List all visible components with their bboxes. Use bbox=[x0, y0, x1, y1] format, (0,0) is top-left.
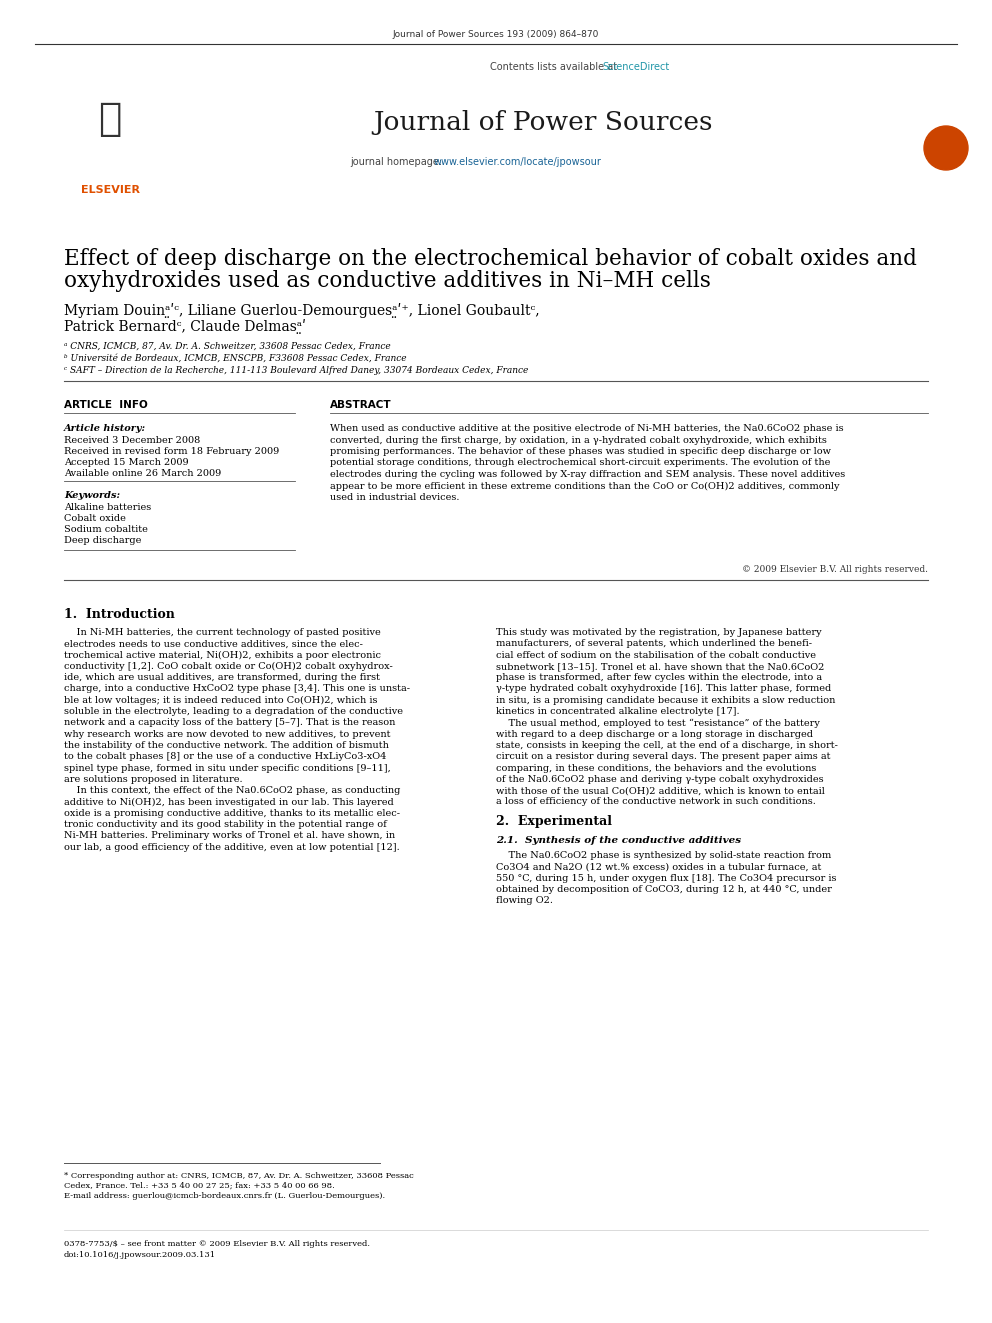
Text: why research works are now devoted to new additives, to prevent: why research works are now devoted to ne… bbox=[64, 730, 391, 738]
Text: Deep discharge: Deep discharge bbox=[64, 536, 142, 545]
Text: are solutions proposed in literature.: are solutions proposed in literature. bbox=[64, 775, 243, 785]
Text: cial effect of sodium on the stabilisation of the cobalt conductive: cial effect of sodium on the stabilisati… bbox=[496, 651, 816, 660]
Text: in situ, is a promising candidate because it exhibits a slow reduction: in situ, is a promising candidate becaus… bbox=[496, 696, 835, 705]
Text: 🌳: 🌳 bbox=[98, 101, 122, 138]
Text: ble at low voltages; it is indeed reduced into Co(OH)2, which is: ble at low voltages; it is indeed reduce… bbox=[64, 696, 378, 705]
Text: comparing, in these conditions, the behaviors and the evolutions: comparing, in these conditions, the beha… bbox=[496, 763, 816, 773]
Text: doi:10.1016/j.jpowsour.2009.03.131: doi:10.1016/j.jpowsour.2009.03.131 bbox=[64, 1252, 216, 1259]
Text: electrodes during the cycling was followed by X-ray diffraction and SEM analysis: electrodes during the cycling was follow… bbox=[330, 470, 845, 479]
Text: soluble in the electrolyte, leading to a degradation of the conductive: soluble in the electrolyte, leading to a… bbox=[64, 706, 403, 716]
Text: Article history:: Article history: bbox=[64, 423, 146, 433]
Text: state, consists in keeping the cell, at the end of a discharge, in short-: state, consists in keeping the cell, at … bbox=[496, 741, 838, 750]
Text: Received in revised form 18 February 2009: Received in revised form 18 February 200… bbox=[64, 447, 280, 456]
Text: converted, during the first charge, by oxidation, in a γ-hydrated cobalt oxyhydr: converted, during the first charge, by o… bbox=[330, 435, 827, 445]
Text: E-mail address: guerlou@icmcb-bordeaux.cnrs.fr (L. Guerlou-Demourgues).: E-mail address: guerlou@icmcb-bordeaux.c… bbox=[64, 1192, 385, 1200]
Text: Accepted 15 March 2009: Accepted 15 March 2009 bbox=[64, 458, 188, 467]
Text: a loss of efficiency of the conductive network in such conditions.: a loss of efficiency of the conductive n… bbox=[496, 798, 815, 807]
Text: our lab, a good efficiency of the additive, even at low potential [12].: our lab, a good efficiency of the additi… bbox=[64, 843, 400, 852]
Text: Alkaline batteries: Alkaline batteries bbox=[64, 503, 151, 512]
Text: with those of the usual Co(OH)2 additive, which is known to entail: with those of the usual Co(OH)2 additive… bbox=[496, 786, 825, 795]
Text: SOURCES: SOURCES bbox=[921, 83, 972, 94]
Text: spinel type phase, formed in situ under specific conditions [9–11],: spinel type phase, formed in situ under … bbox=[64, 763, 391, 773]
Text: charge, into a conductive HxCoO2 type phase [3,4]. This one is unsta-: charge, into a conductive HxCoO2 type ph… bbox=[64, 684, 410, 693]
Text: manufacturers, of several patents, which underlined the benefi-: manufacturers, of several patents, which… bbox=[496, 639, 812, 648]
Text: ide, which are usual additives, are transformed, during the first: ide, which are usual additives, are tran… bbox=[64, 673, 380, 683]
Text: Keywords:: Keywords: bbox=[64, 491, 120, 500]
Text: obtained by decomposition of CoCO3, during 12 h, at 440 °C, under: obtained by decomposition of CoCO3, duri… bbox=[496, 885, 832, 894]
Text: ARTICLE  INFO: ARTICLE INFO bbox=[64, 400, 148, 410]
Text: network and a capacity loss of the battery [5–7]. That is the reason: network and a capacity loss of the batte… bbox=[64, 718, 396, 728]
Text: ᵃ CNRS, ICMCB, 87, Av. Dr. A. Schweitzer, 33608 Pessac Cedex, France: ᵃ CNRS, ICMCB, 87, Av. Dr. A. Schweitzer… bbox=[64, 343, 391, 351]
Text: Patrick Bernardᶜ, Claude Delmasᵃ̤ʹ: Patrick Bernardᶜ, Claude Delmasᵃ̤ʹ bbox=[64, 319, 306, 333]
Text: © 2009 Elsevier B.V. All rights reserved.: © 2009 Elsevier B.V. All rights reserved… bbox=[742, 565, 928, 574]
Text: kinetics in concentrated alkaline electrolyte [17].: kinetics in concentrated alkaline electr… bbox=[496, 706, 740, 716]
Text: subnetwork [13–15]. Tronel et al. have shown that the Na0.6CoO2: subnetwork [13–15]. Tronel et al. have s… bbox=[496, 662, 824, 671]
Text: 1.  Introduction: 1. Introduction bbox=[64, 609, 175, 620]
Text: ABSTRACT: ABSTRACT bbox=[330, 400, 392, 410]
Text: Co3O4 and Na2O (12 wt.% excess) oxides in a tubular furnace, at: Co3O4 and Na2O (12 wt.% excess) oxides i… bbox=[496, 863, 821, 872]
Text: oxide is a promising conductive additive, thanks to its metallic elec-: oxide is a promising conductive additive… bbox=[64, 808, 400, 818]
Text: Sodium cobaltite: Sodium cobaltite bbox=[64, 525, 148, 534]
Text: potential storage conditions, through electrochemical short-circuit experiments.: potential storage conditions, through el… bbox=[330, 459, 830, 467]
Text: Contents lists available at: Contents lists available at bbox=[490, 62, 620, 71]
Text: * Corresponding author at: CNRS, ICMCB, 87, Av. Dr. A. Schweitzer, 33608 Pessac: * Corresponding author at: CNRS, ICMCB, … bbox=[64, 1172, 414, 1180]
Text: used in industrial devices.: used in industrial devices. bbox=[330, 493, 459, 501]
Text: Journal of Power Sources 193 (2009) 864–870: Journal of Power Sources 193 (2009) 864–… bbox=[393, 30, 599, 38]
Text: ScienceDirect: ScienceDirect bbox=[602, 62, 670, 71]
Text: circuit on a resistor during several days. The present paper aims at: circuit on a resistor during several day… bbox=[496, 753, 830, 761]
Text: Myriam Douinᵃ̤ʹᶜ, Liliane Guerlou-Demourguesᵃ̤ʹ⁺, Lionel Goubaultᶜ,: Myriam Douinᵃ̤ʹᶜ, Liliane Guerlou-Demour… bbox=[64, 303, 540, 318]
Text: the instability of the conductive network. The addition of bismuth: the instability of the conductive networ… bbox=[64, 741, 389, 750]
Text: 2.1.  Synthesis of the conductive additives: 2.1. Synthesis of the conductive additiv… bbox=[496, 836, 741, 845]
Text: Cobalt oxide: Cobalt oxide bbox=[64, 515, 126, 523]
Text: tronic conductivity and its good stability in the potential range of: tronic conductivity and its good stabili… bbox=[64, 820, 387, 830]
Text: ᵇ Université de Bordeaux, ICMCB, ENSCPB, F33608 Pessac Cedex, France: ᵇ Université de Bordeaux, ICMCB, ENSCPB,… bbox=[64, 355, 407, 363]
Text: γ-type hydrated cobalt oxyhydroxide [16]. This latter phase, formed: γ-type hydrated cobalt oxyhydroxide [16]… bbox=[496, 684, 831, 693]
Circle shape bbox=[924, 126, 968, 169]
Text: Ni-MH batteries. Preliminary works of Tronel et al. have shown, in: Ni-MH batteries. Preliminary works of Tr… bbox=[64, 831, 395, 840]
Text: journal homepage:: journal homepage: bbox=[350, 157, 445, 167]
Text: 0378-7753/$ – see front matter © 2009 Elsevier B.V. All rights reserved.: 0378-7753/$ – see front matter © 2009 El… bbox=[64, 1240, 370, 1248]
Text: electrodes needs to use conductive additives, since the elec-: electrodes needs to use conductive addit… bbox=[64, 639, 363, 648]
Text: flowing O2.: flowing O2. bbox=[496, 896, 553, 905]
Text: with regard to a deep discharge or a long storage in discharged: with regard to a deep discharge or a lon… bbox=[496, 730, 813, 738]
Text: Cedex, France. Tel.: +33 5 40 00 27 25; fax: +33 5 40 00 66 98.: Cedex, France. Tel.: +33 5 40 00 27 25; … bbox=[64, 1181, 334, 1189]
Text: POWER: POWER bbox=[926, 71, 966, 82]
Text: Received 3 December 2008: Received 3 December 2008 bbox=[64, 437, 200, 445]
Text: appear to be more efficient in these extreme conditions than the CoO or Co(OH)2 : appear to be more efficient in these ext… bbox=[330, 482, 839, 491]
Text: conductivity [1,2]. CoO cobalt oxide or Co(OH)2 cobalt oxyhydrox-: conductivity [1,2]. CoO cobalt oxide or … bbox=[64, 662, 393, 671]
Text: oxyhydroxides used as conductive additives in Ni–MH cells: oxyhydroxides used as conductive additiv… bbox=[64, 270, 711, 292]
Text: promising performances. The behavior of these phases was studied in specific dee: promising performances. The behavior of … bbox=[330, 447, 831, 456]
Text: Effect of deep discharge on the electrochemical behavior of cobalt oxides and: Effect of deep discharge on the electroc… bbox=[64, 247, 917, 270]
Text: Available online 26 March 2009: Available online 26 March 2009 bbox=[64, 468, 221, 478]
Text: Journal of Power Sources: Journal of Power Sources bbox=[373, 110, 712, 135]
Text: trochemical active material, Ni(OH)2, exhibits a poor electronic: trochemical active material, Ni(OH)2, ex… bbox=[64, 651, 381, 660]
Text: ᶜ SAFT – Direction de la Recherche, 111-113 Boulevard Alfred Daney, 33074 Bordea: ᶜ SAFT – Direction de la Recherche, 111-… bbox=[64, 366, 529, 374]
Text: phase is transformed, after few cycles within the electrode, into a: phase is transformed, after few cycles w… bbox=[496, 673, 822, 683]
Text: additive to Ni(OH)2, has been investigated in our lab. This layered: additive to Ni(OH)2, has been investigat… bbox=[64, 798, 394, 807]
Text: to the cobalt phases [8] or the use of a conductive HxLiyCo3-xO4: to the cobalt phases [8] or the use of a… bbox=[64, 753, 386, 761]
Text: When used as conductive additive at the positive electrode of Ni-MH batteries, t: When used as conductive additive at the … bbox=[330, 423, 843, 433]
Text: ELSEVIER: ELSEVIER bbox=[80, 185, 140, 194]
Text: In Ni-MH batteries, the current technology of pasted positive: In Ni-MH batteries, the current technolo… bbox=[64, 628, 381, 636]
Text: JOURNAL OF: JOURNAL OF bbox=[927, 64, 965, 67]
Text: 2.  Experimental: 2. Experimental bbox=[496, 815, 612, 828]
Text: This study was motivated by the registration, by Japanese battery: This study was motivated by the registra… bbox=[496, 628, 821, 636]
Text: The Na0.6CoO2 phase is synthesized by solid-state reaction from: The Na0.6CoO2 phase is synthesized by so… bbox=[496, 851, 831, 860]
Text: www.elsevier.com/locate/jpowsour: www.elsevier.com/locate/jpowsour bbox=[434, 157, 602, 167]
Text: The usual method, employed to test “resistance” of the battery: The usual method, employed to test “resi… bbox=[496, 718, 819, 728]
Text: of the Na0.6CoO2 phase and deriving γ-type cobalt oxyhydroxides: of the Na0.6CoO2 phase and deriving γ-ty… bbox=[496, 775, 823, 785]
Text: In this context, the effect of the Na0.6CoO2 phase, as conducting: In this context, the effect of the Na0.6… bbox=[64, 786, 401, 795]
Text: 550 °C, during 15 h, under oxygen flux [18]. The Co3O4 precursor is: 550 °C, during 15 h, under oxygen flux [… bbox=[496, 873, 836, 882]
